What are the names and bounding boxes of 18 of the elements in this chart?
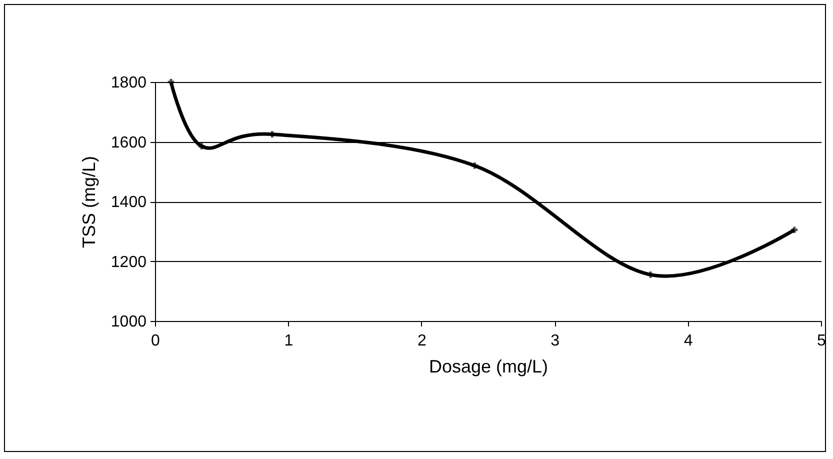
point (168, 78, 174, 86)
point (647, 272, 654, 278)
y-tick-label: 1200 (110, 254, 147, 271)
x-tick-label: 5 (817, 332, 826, 350)
y-tick-label: 1600 (110, 134, 147, 152)
x-tick-label: 4 (684, 332, 693, 350)
y-tick-label: 1400 (110, 194, 147, 211)
x-axis-title: Dosage (mg/L) (428, 356, 548, 376)
x-tick-label: 1 (284, 332, 294, 350)
x-tick-label: 0 (151, 332, 160, 350)
x-tick-label: 2 (417, 332, 426, 350)
point (198, 143, 205, 150)
point (472, 162, 478, 169)
y-tick-label: 1800 (110, 74, 147, 92)
y-axis-title: TSS (mg/L) (78, 156, 99, 248)
y-tick-label: 1000 (110, 314, 147, 330)
x-tick-label: 3 (550, 332, 560, 350)
point (791, 226, 798, 234)
